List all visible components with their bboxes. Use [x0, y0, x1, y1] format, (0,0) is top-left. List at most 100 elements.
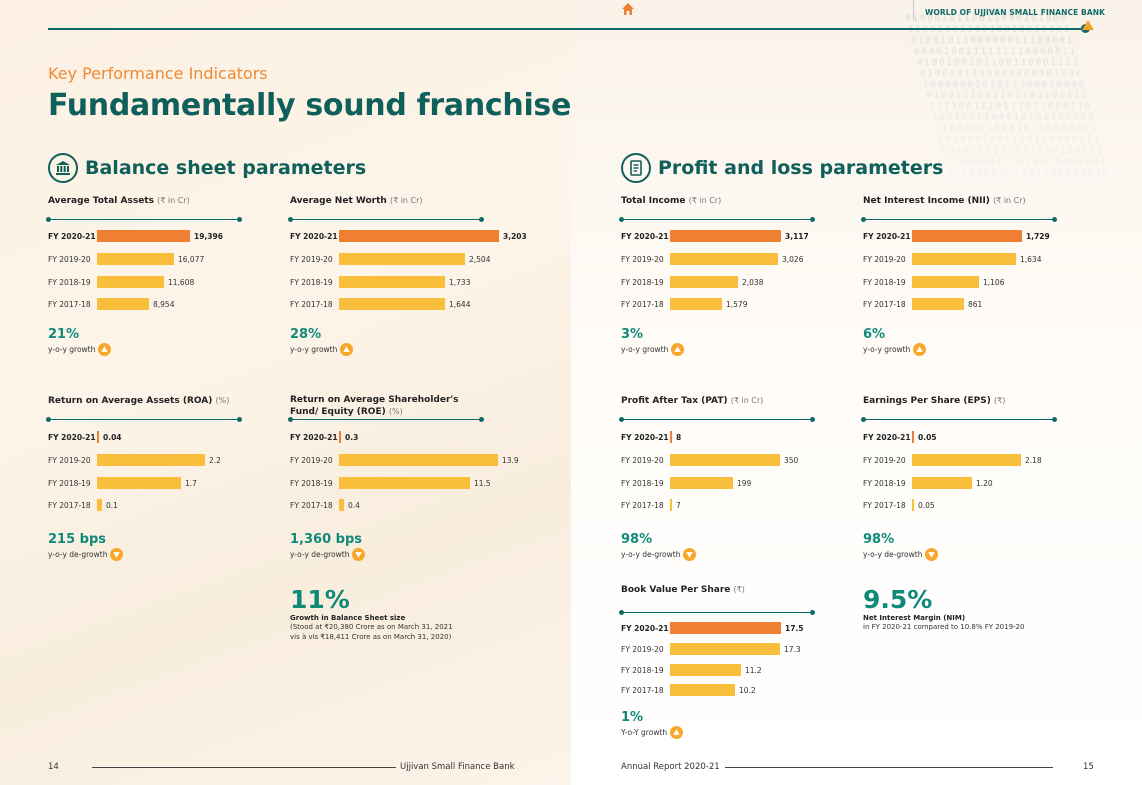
chart-title-text: Net Interest Income (NII): [863, 196, 994, 206]
bar-category-label: FY 2020-21: [863, 231, 911, 241]
growth-label: y-o-y de-growth: [621, 548, 697, 561]
kpi-chart-block: Average Net Worth (₹ in Cr) FY 2020-21 3,2…: [288, 195, 527, 356]
bar: [97, 276, 164, 288]
bar-row: FY 2020-21 17.5: [621, 622, 804, 634]
growth-value: 1,360 bps: [290, 532, 362, 547]
bar: [912, 477, 972, 489]
chart-title: Net Interest Income (NII) (₹ in Cr): [863, 195, 1055, 217]
big-stat-heading: Growth in Balance Sheet size: [290, 614, 406, 622]
bar-category-label: FY 2017-18: [621, 685, 664, 695]
bar-row: FY 2017-18 10.2: [621, 684, 756, 696]
bar-row: FY 2019-20 17.3: [621, 643, 801, 655]
bar-category-label: FY 2020-21: [621, 432, 669, 442]
bar-row: FY 2017-18 861: [863, 298, 982, 310]
header-separator: [913, 0, 914, 20]
bar-value-label: 0.4: [348, 500, 360, 510]
bar-category-label: FY 2019-20: [290, 254, 333, 264]
growth-label-text: y-o-y growth: [863, 345, 911, 354]
triangle-up-icon: [671, 343, 685, 356]
bar: [670, 230, 781, 242]
bar-category-label: FY 2018-19: [290, 478, 333, 488]
chart-divider: [619, 217, 815, 222]
growth-label-text: Y-o-Y growth: [621, 728, 668, 737]
bar-row: FY 2018-19 11.2: [621, 664, 762, 676]
bar-value-label: 1,106: [983, 277, 1005, 287]
triangle-down-icon: [352, 548, 366, 561]
bar-category-label: FY 2020-21: [290, 432, 338, 442]
bar-category-label: FY 2020-21: [621, 623, 669, 633]
bar-category-label: FY 2020-21: [863, 432, 911, 442]
balance-sheet-growth-stat: 11% Growth in Balance Sheet size (Stood …: [290, 587, 455, 642]
bar-value-label: 3,117: [785, 231, 809, 241]
bar-value-label: 19,396: [194, 231, 223, 241]
bar-value-label: 2.2: [209, 455, 221, 465]
big-stat-heading: Net Interest Margin (NIM): [863, 614, 966, 622]
bar-row: FY 2020-21 0.3: [290, 431, 358, 443]
bar-row: FY 2019-20 3,026: [621, 253, 803, 265]
chart-unit: (₹ in Cr): [730, 396, 764, 405]
left-footer-text: Ujjivan Small Finance Bank: [400, 762, 515, 772]
chart-divider: [861, 217, 1057, 222]
bar: [670, 664, 741, 676]
triangle-down-icon: [683, 548, 697, 561]
bar-row: FY 2017-18 8,954: [48, 298, 174, 310]
home-icon[interactable]: [621, 2, 635, 16]
chart-title-text: Profit After Tax (PAT): [621, 396, 731, 406]
bar: [97, 431, 99, 443]
growth-value: 98%: [621, 532, 653, 547]
growth-label-text: y-o-y growth: [621, 345, 669, 354]
left-page-number: 14: [48, 762, 59, 772]
bar-value-label: 3,203: [503, 231, 527, 241]
growth-value: 28%: [290, 327, 322, 342]
chart-divider: [288, 217, 484, 222]
chart-title: Return on Average Assets (ROA) (%): [48, 395, 240, 417]
chart-title: Total Income (₹ in Cr): [621, 195, 813, 217]
bar-value-label: 11.2: [745, 665, 762, 675]
bar-row: FY 2018-19 11,608: [48, 276, 194, 288]
bar: [912, 298, 964, 310]
bar-category-label: FY 2017-18: [48, 500, 91, 510]
bar-value-label: 199: [737, 478, 752, 488]
bar-row: FY 2018-19 2,038: [621, 276, 763, 288]
bar: [339, 431, 341, 443]
chart-title: Book Value Per Share (₹): [621, 584, 813, 606]
bar-category-label: FY 2017-18: [621, 299, 664, 309]
bar-row: FY 2019-20 350: [621, 454, 798, 466]
bar-category-label: FY 2019-20: [621, 455, 664, 465]
right-page-number: 15: [1083, 762, 1094, 772]
bar-value-label: 1.7: [185, 478, 197, 488]
bar-row: FY 2018-19 199: [621, 477, 751, 489]
bar-value-label: 3,026: [782, 254, 804, 264]
kpi-label: Key Performance Indicators: [48, 64, 268, 83]
bar-category-label: FY 2017-18: [863, 299, 906, 309]
chart-title: Average Net Worth (₹ in Cr): [290, 195, 482, 217]
big-stat-description: in FY 2020-21 compared to 10.8% FY 2019-…: [863, 623, 1025, 631]
footer-rule-right: [725, 767, 1053, 768]
bank-icon: [48, 153, 78, 183]
bar-category-label: FY 2018-19: [48, 277, 91, 287]
growth-label-text: y-o-y de-growth: [290, 550, 350, 559]
bar-value-label: 8: [676, 432, 682, 442]
bar-row: FY 2017-18 0.1: [48, 499, 118, 511]
left-page-background: [0, 0, 571, 785]
bar-value-label: 0.05: [918, 432, 937, 442]
bar-category-label: FY 2018-19: [863, 277, 906, 287]
growth-value: 6%: [863, 327, 886, 342]
bar: [670, 499, 672, 511]
growth-label-text: y-o-y de-growth: [48, 550, 108, 559]
right-footer-text: Annual Report 2020-21: [621, 762, 720, 772]
bar-value-label: 13.9: [502, 455, 519, 465]
chart-title-text: Earnings Per Share (EPS): [863, 396, 994, 406]
growth-label-text: y-o-y de-growth: [621, 550, 681, 559]
bar-value-label: 1.20: [976, 478, 993, 488]
bar-row: FY 2018-19 1,733: [290, 276, 470, 288]
bar-value-label: 861: [968, 299, 983, 309]
chart-title: Profit After Tax (PAT) (₹ in Cr): [621, 395, 813, 417]
brand-header: WORLD OF UJJIVAN SMALL FINANCE BANK: [925, 8, 1106, 17]
bar: [912, 276, 979, 288]
bar-value-label: 350: [784, 455, 799, 465]
growth-value: 21%: [48, 327, 80, 342]
bar-row: FY 2019-20 16,077: [48, 253, 204, 265]
triangle-down-icon: [925, 548, 939, 561]
bar: [670, 454, 780, 466]
